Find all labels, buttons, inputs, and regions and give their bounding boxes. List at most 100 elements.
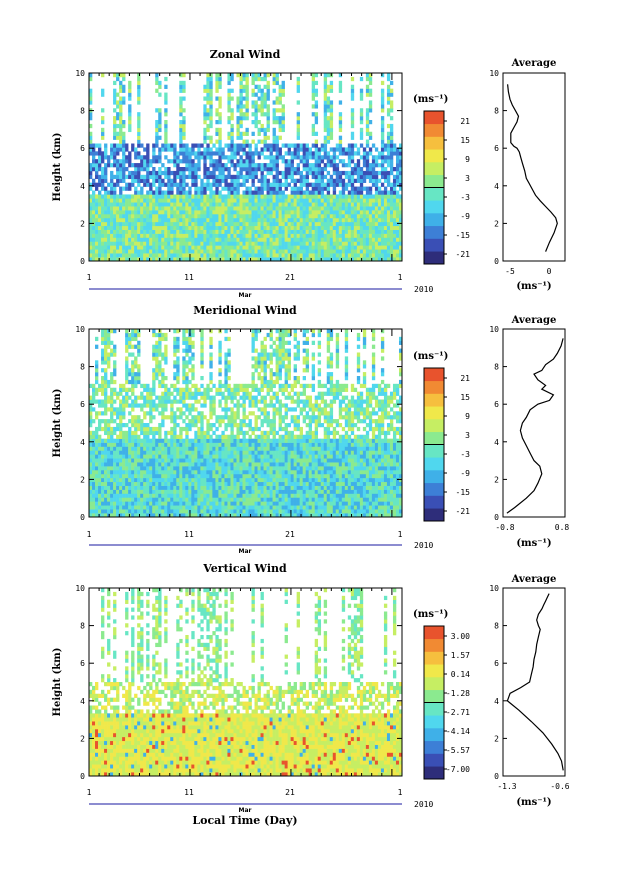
heatmap-cell bbox=[347, 206, 352, 211]
heatmap-cell bbox=[125, 336, 129, 342]
heatmap-cell bbox=[236, 241, 240, 246]
heatmap-cell bbox=[131, 368, 135, 373]
heatmap-cell bbox=[128, 473, 132, 479]
heatmap-cell bbox=[92, 477, 96, 483]
heatmap-cell bbox=[203, 470, 207, 475]
heatmap-cell bbox=[185, 466, 189, 471]
heatmap-cell bbox=[326, 245, 331, 250]
heatmap-cell bbox=[209, 399, 213, 404]
heatmap-cell bbox=[170, 399, 174, 404]
heatmap-cell bbox=[98, 489, 102, 494]
heatmap-cell bbox=[104, 395, 108, 400]
heatmap-cell bbox=[257, 84, 261, 89]
heatmap-cell bbox=[122, 383, 126, 389]
heatmap-cell bbox=[293, 194, 297, 199]
heatmap-cell bbox=[116, 170, 120, 176]
heatmap-cell bbox=[200, 194, 204, 199]
heatmap-cell bbox=[329, 147, 334, 152]
heatmap-cell bbox=[137, 198, 141, 203]
heatmap-cell bbox=[164, 477, 168, 483]
heatmap-cell bbox=[236, 237, 240, 242]
heatmap-cell bbox=[344, 253, 349, 258]
heatmap-cell bbox=[263, 163, 267, 168]
heatmap-cell bbox=[203, 182, 207, 187]
heatmap-cell bbox=[209, 489, 213, 494]
heatmap-cell bbox=[242, 73, 246, 78]
heatmap-cell bbox=[209, 501, 213, 506]
heatmap-cell bbox=[98, 509, 102, 514]
heatmap-cell bbox=[95, 249, 99, 254]
heatmap-cell bbox=[293, 198, 297, 203]
heatmap-cell bbox=[158, 340, 162, 345]
heatmap-cell bbox=[191, 229, 195, 234]
heatmap-cell bbox=[323, 96, 328, 101]
heatmap-cell bbox=[323, 206, 328, 211]
heatmap-cell bbox=[191, 442, 195, 447]
heatmap-cell bbox=[242, 159, 246, 164]
heatmap-cell bbox=[314, 100, 319, 105]
heatmap-cell bbox=[125, 360, 129, 365]
heatmap-cell bbox=[269, 155, 273, 160]
heatmap-cell bbox=[296, 206, 300, 211]
heatmap-cell bbox=[224, 155, 228, 160]
heatmap-cell bbox=[140, 513, 144, 518]
heatmap-cell bbox=[284, 210, 288, 215]
heatmap-cell bbox=[149, 497, 153, 502]
heatmap-cell bbox=[161, 419, 165, 424]
heatmap-cell bbox=[158, 210, 162, 215]
heatmap-cell bbox=[353, 229, 358, 234]
heatmap-cell bbox=[251, 159, 255, 164]
heatmap-cell bbox=[182, 411, 186, 416]
heatmap-cell bbox=[104, 442, 108, 447]
heatmap-cell bbox=[104, 497, 108, 502]
heatmap-cell bbox=[260, 96, 264, 101]
heatmap-cell bbox=[371, 221, 376, 227]
heatmap-cell bbox=[152, 415, 156, 420]
heatmap-cell bbox=[140, 174, 144, 180]
heatmap-cell bbox=[179, 434, 183, 439]
heatmap-cell bbox=[104, 481, 108, 486]
heatmap-cell bbox=[107, 360, 111, 365]
colorbar-tick-label: -9 bbox=[460, 212, 470, 221]
heatmap-cell bbox=[233, 221, 237, 227]
heatmap-cell bbox=[125, 399, 129, 404]
y-tick-label: 10 bbox=[489, 69, 499, 78]
heatmap-cell bbox=[185, 497, 189, 502]
heatmap-cell bbox=[137, 163, 141, 168]
heatmap-cell bbox=[164, 257, 168, 262]
heatmap-cell bbox=[137, 458, 141, 463]
heatmap-cell bbox=[233, 214, 237, 219]
heatmap-cell bbox=[398, 217, 403, 223]
heatmap-cell bbox=[89, 123, 93, 129]
heatmap-cell bbox=[125, 462, 129, 467]
heatmap-cell bbox=[311, 92, 316, 97]
heatmap-cell bbox=[296, 135, 300, 140]
heatmap-cell bbox=[95, 450, 99, 455]
heatmap-cell bbox=[263, 217, 267, 223]
heatmap-cell bbox=[173, 419, 177, 424]
heatmap-cell bbox=[224, 217, 228, 223]
heatmap-cell bbox=[278, 92, 282, 97]
heatmap-cell bbox=[305, 198, 309, 203]
heatmap-cell bbox=[140, 419, 144, 424]
heatmap-cell bbox=[191, 147, 195, 152]
heatmap-cell bbox=[161, 477, 165, 483]
heatmap-cell bbox=[200, 348, 204, 353]
heatmap-cell bbox=[320, 147, 325, 152]
heatmap-cell bbox=[125, 501, 129, 506]
heatmap-cell bbox=[335, 253, 340, 258]
heatmap-cell bbox=[98, 399, 102, 404]
heatmap-cell bbox=[335, 221, 340, 227]
heatmap-cell bbox=[242, 116, 246, 121]
heatmap-cell bbox=[257, 120, 261, 125]
heatmap-cell bbox=[128, 170, 132, 176]
heatmap-cell bbox=[200, 489, 204, 494]
heatmap-cell bbox=[290, 237, 294, 242]
heatmap-cell bbox=[317, 194, 322, 199]
heatmap-cell bbox=[272, 229, 276, 234]
heatmap-cell bbox=[200, 245, 204, 250]
heatmap-cell bbox=[287, 229, 291, 234]
heatmap-cell bbox=[95, 225, 99, 230]
heatmap-cell bbox=[191, 501, 195, 506]
heatmap-cell bbox=[107, 332, 111, 338]
